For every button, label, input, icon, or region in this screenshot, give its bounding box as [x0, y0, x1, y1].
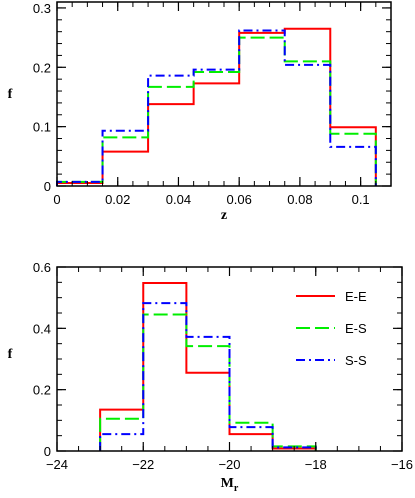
x-axis-title: z: [221, 208, 227, 223]
y-tick-label: 0: [44, 444, 51, 459]
x-tick-label: 0.06: [227, 192, 252, 207]
x-tick-label: 0.1: [352, 192, 370, 207]
x-tick-label: 0.04: [166, 192, 191, 207]
legend-label-s-s: S-S: [345, 353, 367, 368]
y-axis-title: f: [8, 347, 13, 362]
bottom-histogram-magnitude: −24 −22 −20 −18 −16 0 0.2 0.4 0.6 Mr f E-E E-S S-S: [8, 260, 413, 494]
x-axis-title: Mr: [221, 476, 239, 494]
plot-frame: [56, 1, 392, 187]
x-tick-label: −20: [218, 457, 240, 472]
x-tick-label: −18: [305, 457, 327, 472]
legend: E-E E-S S-S: [296, 289, 367, 368]
x-tick-label: −22: [132, 457, 154, 472]
x-tick-label: 0.08: [287, 192, 312, 207]
y-tick-label: 0.2: [33, 383, 51, 398]
series-e-e-line: [56, 27, 377, 186]
y-axis-title: f: [8, 87, 13, 102]
series-e-s-line: [56, 36, 377, 186]
series-s-s-line: [99, 302, 317, 451]
x-tick-label: 0: [53, 192, 60, 207]
y-tick-label: 0.6: [33, 260, 51, 275]
top-histogram-redshift: 0 0.02 0.04 0.06 0.08 0.1 0 0.1 0.2 0.3 z f: [8, 1, 392, 223]
series-e-e-line: [99, 281, 317, 451]
y-tick-label: 0.1: [33, 120, 51, 135]
x-tick-label: 0.02: [105, 192, 130, 207]
legend-label-e-s: E-S: [345, 321, 367, 336]
y-tick-label: 0.2: [33, 60, 51, 75]
series-e-s-line: [99, 313, 317, 451]
x-tick-label: −24: [46, 457, 68, 472]
x-tick-label: −16: [391, 457, 413, 472]
y-tick-label: 0.4: [33, 321, 51, 336]
y-tick-label: 0: [44, 179, 51, 194]
legend-label-e-e: E-E: [345, 289, 367, 304]
y-tick-label: 0.3: [33, 1, 51, 16]
series-s-s-line: [56, 29, 377, 186]
